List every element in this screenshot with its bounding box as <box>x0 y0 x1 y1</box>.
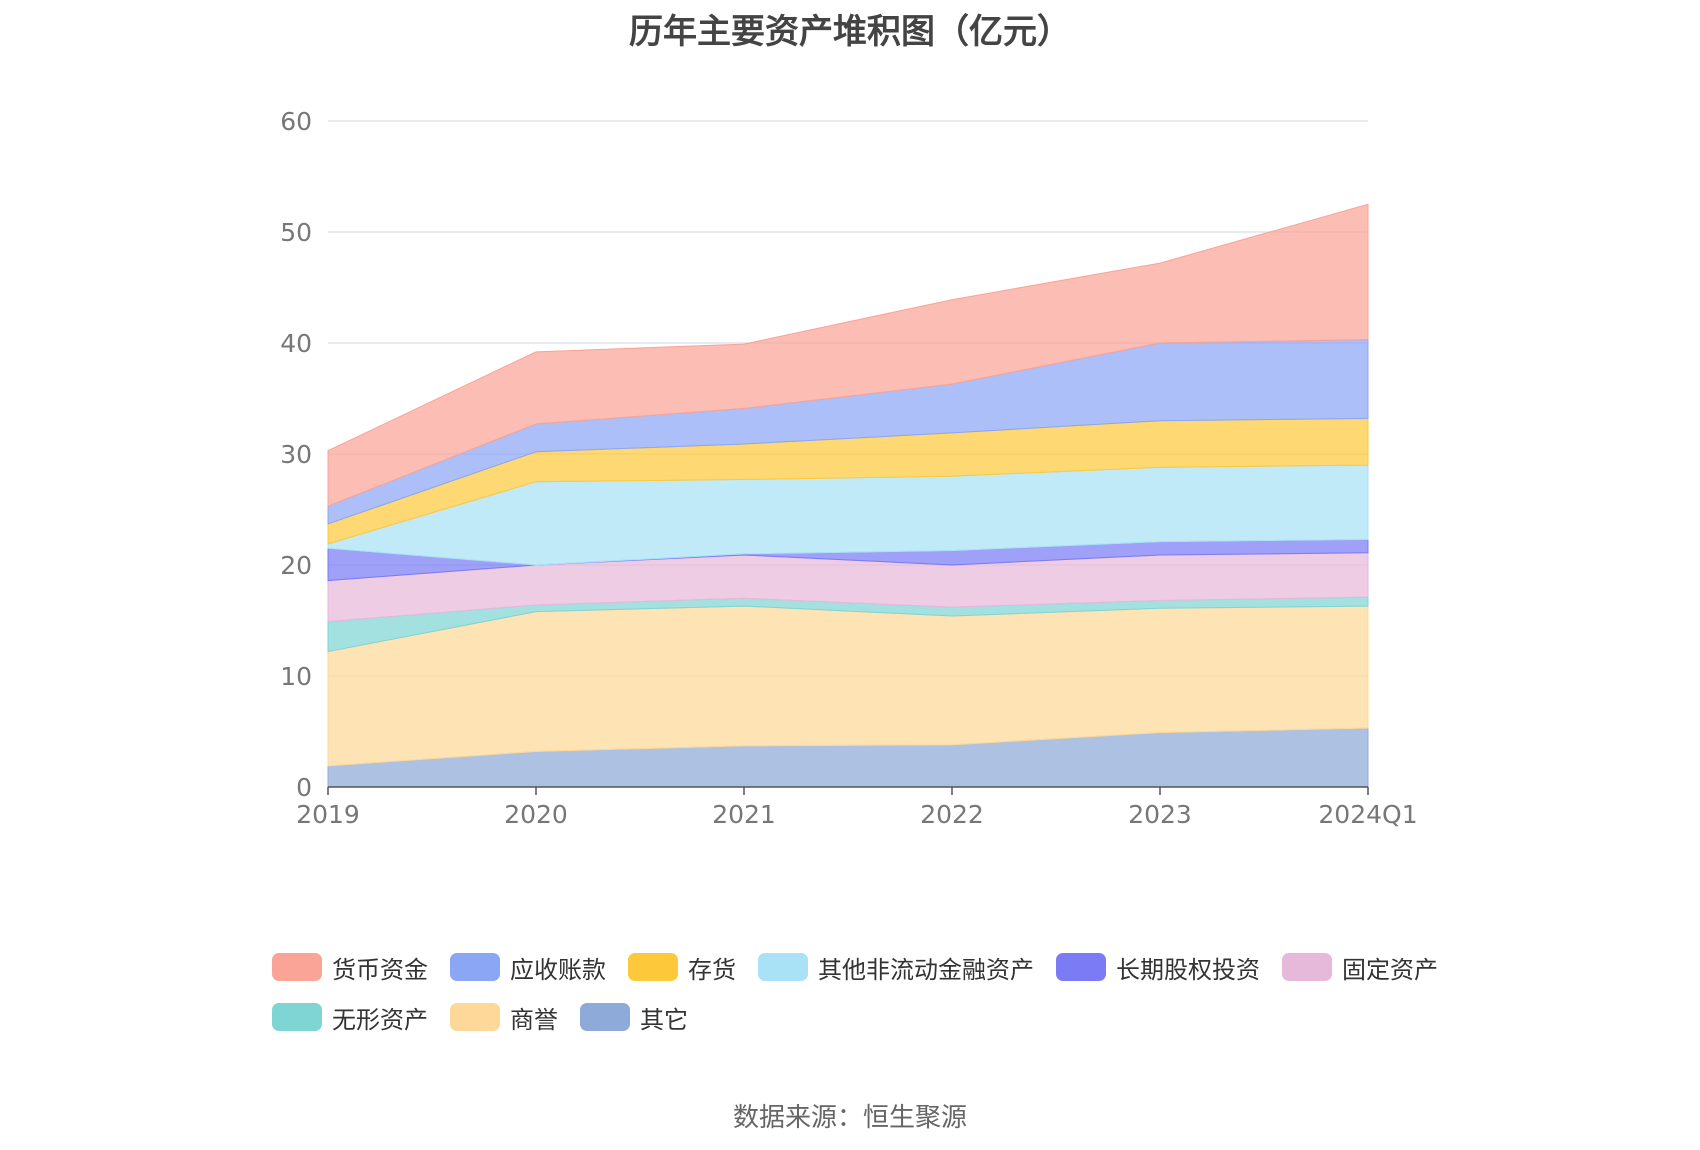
x-tick-label: 2023 <box>1128 800 1192 829</box>
data-source-note: 数据来源：恒生聚源 <box>732 1103 967 1133</box>
legend-row-2: 无形资产 商誉 其它 <box>272 992 1472 1042</box>
legend-swatch <box>1056 953 1106 981</box>
legend-item-receivables[interactable]: 应收账款 <box>450 950 606 985</box>
stacked-area-chart: 0 10 20 30 40 50 60 2019 2020 2021 2022 2023 2024Q1 <box>280 107 1417 829</box>
legend: 货币资金 应收账款 存货 其他非流动金融资产 长期股权投资 固定资产 无形资产 <box>272 942 1472 1042</box>
legend-label: 长期股权投资 <box>1116 955 1260 984</box>
legend-item-intangible-assets[interactable]: 无形资产 <box>272 1000 428 1035</box>
legend-swatch <box>450 1003 500 1031</box>
y-tick-label: 20 <box>280 551 312 580</box>
y-tick-label: 50 <box>280 218 312 247</box>
legend-item-fixed-assets[interactable]: 固定资产 <box>1282 950 1438 985</box>
legend-label: 其它 <box>640 1005 688 1034</box>
legend-swatch <box>580 1003 630 1031</box>
legend-swatch <box>272 1003 322 1031</box>
legend-label: 应收账款 <box>510 955 606 984</box>
legend-swatch <box>628 953 678 981</box>
legend-swatch <box>272 953 322 981</box>
legend-item-other[interactable]: 其它 <box>580 1000 688 1035</box>
y-tick-label: 30 <box>280 440 312 469</box>
legend-item-cash[interactable]: 货币资金 <box>272 950 428 985</box>
legend-swatch <box>758 953 808 981</box>
legend-label: 货币资金 <box>332 955 428 984</box>
legend-label: 商誉 <box>510 1005 558 1034</box>
x-tick-label: 2021 <box>712 800 776 829</box>
y-tick-label: 0 <box>296 773 312 802</box>
x-tick-label: 2019 <box>296 800 360 829</box>
legend-item-long-term-equity-investment[interactable]: 长期股权投资 <box>1056 950 1260 985</box>
legend-swatch <box>450 953 500 981</box>
x-tick-label: 2022 <box>920 800 984 829</box>
legend-label: 固定资产 <box>1342 955 1438 984</box>
legend-label: 无形资产 <box>332 1005 428 1034</box>
legend-item-goodwill[interactable]: 商誉 <box>450 1000 558 1035</box>
chart-title: 历年主要资产堆积图（亿元） <box>629 12 1071 52</box>
legend-label: 其他非流动金融资产 <box>818 955 1034 984</box>
y-tick-label: 10 <box>280 662 312 691</box>
legend-swatch <box>1282 953 1332 981</box>
y-tick-label: 60 <box>280 107 312 136</box>
legend-label: 存货 <box>688 955 736 984</box>
legend-item-other-noncurrent-financial-assets[interactable]: 其他非流动金融资产 <box>758 950 1034 985</box>
legend-row-1: 货币资金 应收账款 存货 其他非流动金融资产 长期股权投资 固定资产 <box>272 942 1472 992</box>
x-tick-label: 2020 <box>504 800 568 829</box>
legend-item-inventory[interactable]: 存货 <box>628 950 736 985</box>
x-tick-label: 2024Q1 <box>1318 800 1417 829</box>
y-tick-label: 40 <box>280 329 312 358</box>
area-series <box>327 203 1369 507</box>
